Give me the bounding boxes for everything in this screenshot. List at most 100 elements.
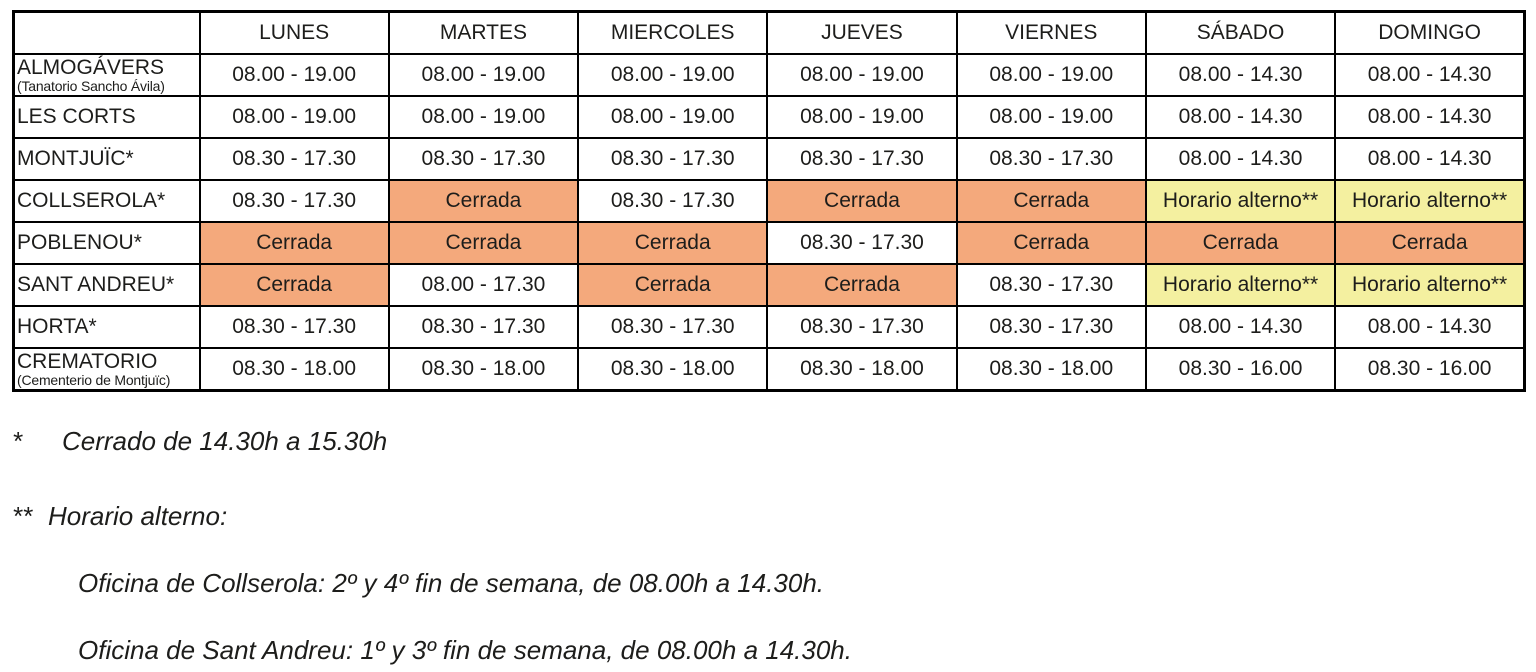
schedule-table-header: LUNES MARTES MIERCOLES JUEVES VIERNES SÁBADO D… [12,10,1526,55]
schedule-cell: Cerrada [766,179,958,224]
schedule-cell: 08.00 - 19.00 [387,52,580,98]
table-row: LES CORTS 08.00 - 19.00 08.00 - 19.00 08.00… [12,95,1526,140]
schedule-cell: 08.30 - 18.00 [577,347,769,392]
row-subtitle: (Tanatorio Sancho Ávila) [17,78,165,95]
row-name: HORTA* [17,315,97,339]
row-label: ALMOGÁVERS (Tanatorio Sancho Ávila) [12,52,201,98]
footnote-alternate-collserola: Oficina de Collserola: 2º y 4º fin de se… [78,568,825,599]
column-header-sábado: SÁBADO [1144,10,1337,55]
schedule-cell: 08.00 - 14.30 [1144,137,1337,182]
table-row: MONTJUÏC* 08.30 - 17.30 08.30 - 17.30 08.30… [12,137,1526,182]
row-name: COLLSEROLA* [17,189,166,213]
schedule-cell: Horario alterno** [1334,179,1526,224]
schedule-cell: 08.00 - 19.00 [198,52,390,98]
schedule-cell: 08.30 - 17.30 [198,137,390,182]
table-row: COLLSEROLA* 08.30 - 17.30 Cerrada 08.30 - 1… [12,179,1526,224]
corner-cell [12,10,201,55]
footnote-alternate-text: Horario alterno: [48,501,228,532]
row-label: HORTA* [12,305,201,350]
schedule-cell: Cerrada [387,179,580,224]
schedule-cell: Cerrada [387,221,580,266]
schedule-cell: 08.00 - 19.00 [577,52,769,98]
schedule-cell: 08.30 - 17.30 [198,179,390,224]
schedule-cell: 08.30 - 17.30 [955,137,1147,182]
schedule-cell: 08.30 - 17.30 [387,137,580,182]
schedule-cell: 08.00 - 14.30 [1334,305,1526,350]
row-name: LES CORTS [17,105,136,129]
schedule-cell: 08.30 - 17.30 [766,305,958,350]
schedule-cell: 08.30 - 17.30 [766,137,958,182]
schedule-cell: 08.00 - 19.00 [766,52,958,98]
schedule-cell: 08.30 - 17.30 [198,305,390,350]
column-header-lunes: LUNES [198,10,390,55]
schedule-cell: Cerrada [198,263,390,308]
schedule-cell: Cerrada [955,221,1147,266]
footnote-closed-marker: * [12,426,23,457]
table-row: POBLENOU* Cerrada Cerrada Cerrada 08.30 - 17… [12,221,1526,266]
row-subtitle: (Cementerio de Montjuïc) [17,372,171,389]
row-label: COLLSEROLA* [12,179,201,224]
column-header-jueves: JUEVES [766,10,958,55]
schedule-cell: Horario alterno** [1334,263,1526,308]
table-row: SANT ANDREU* Cerrada 08.00 - 17.30 Cerrada C… [12,263,1526,308]
table-row: ALMOGÁVERS (Tanatorio Sancho Ávila) 08.00 … [12,52,1526,98]
table-row: CREMATORIO (Cementerio de Montjuïc) 08.30 … [12,347,1526,392]
schedule-cell: Horario alterno** [1144,263,1337,308]
schedule-cell: Cerrada [766,263,958,308]
schedule-cell: 08.30 - 17.30 [955,305,1147,350]
footnotes: * Cerrado de 14.30h a 15.30h ** Horario … [12,426,1526,666]
footnote-closed: * Cerrado de 14.30h a 15.30h [12,426,1526,457]
schedule-cell: 08.30 - 18.00 [955,347,1147,392]
schedule-cell: 08.30 - 16.00 [1334,347,1526,392]
schedule-cell: 08.00 - 19.00 [955,52,1147,98]
column-header-viernes: VIERNES [955,10,1147,55]
row-label: CREMATORIO (Cementerio de Montjuïc) [12,347,201,392]
schedule-cell: 08.00 - 19.00 [766,95,958,140]
column-header-martes: MARTES [387,10,580,55]
schedule-cell: 08.00 - 19.00 [577,95,769,140]
schedule-cell: 08.30 - 17.30 [766,221,958,266]
footnote-alternate: ** Horario alterno: [12,501,1526,532]
schedule-cell: 08.00 - 19.00 [198,95,390,140]
schedule-cell: Horario alterno** [1144,179,1337,224]
schedule-cell: 08.00 - 14.30 [1334,95,1526,140]
schedule-cell: 08.30 - 16.00 [1144,347,1337,392]
schedule-cell: 08.30 - 18.00 [766,347,958,392]
schedule-cell: 08.30 - 17.30 [577,137,769,182]
row-label: POBLENOU* [12,221,201,266]
schedule-cell: 08.00 - 19.00 [955,95,1147,140]
schedule-cell: 08.30 - 17.30 [577,179,769,224]
schedule-cell: 08.00 - 14.30 [1334,137,1526,182]
schedule-cell: 08.00 - 14.30 [1144,52,1337,98]
row-name: ALMOGÁVERS [17,56,165,79]
schedule-cell: 08.00 - 19.00 [387,95,580,140]
row-label: LES CORTS [12,95,201,140]
row-name: MONTJUÏC* [17,147,134,171]
schedule-cell: 08.00 - 17.30 [387,263,580,308]
row-label: MONTJUÏC* [12,137,201,182]
footnote-alternate-marker: ** [12,501,33,532]
schedule-table-body: ALMOGÁVERS (Tanatorio Sancho Ávila) 08.00 … [12,52,1526,392]
row-name: CREMATORIO [17,350,158,374]
schedule-cell: Cerrada [1334,221,1526,266]
schedule-cell: 08.00 - 14.30 [1334,52,1526,98]
schedule-cell: 08.30 - 17.30 [577,305,769,350]
schedule-cell: Cerrada [1144,221,1337,266]
footnote-closed-text: Cerrado de 14.30h a 15.30h [62,426,388,457]
schedule-cell: 08.30 - 17.30 [387,305,580,350]
header-row: LUNES MARTES MIERCOLES JUEVES VIERNES SÁBADO D… [12,10,1526,55]
schedule-cell: Cerrada [955,179,1147,224]
row-label: SANT ANDREU* [12,263,201,308]
footnote-alternate-sant-andreu: Oficina de Sant Andreu: 1º y 3º fin de s… [78,635,852,666]
column-header-domingo: DOMINGO [1334,10,1526,55]
table-row: HORTA* 08.30 - 17.30 08.30 - 17.30 08.30 - … [12,305,1526,350]
schedule-cell: 08.30 - 18.00 [387,347,580,392]
schedule-cell: Cerrada [577,221,769,266]
schedule-cell: 08.30 - 18.00 [198,347,390,392]
schedule-cell: Cerrada [577,263,769,308]
schedule-cell: 08.00 - 14.30 [1144,95,1337,140]
schedule-cell: 08.00 - 14.30 [1144,305,1337,350]
row-name: POBLENOU* [17,231,142,255]
schedule-table: LUNES MARTES MIERCOLES JUEVES VIERNES SÁBADO D… [12,10,1526,393]
